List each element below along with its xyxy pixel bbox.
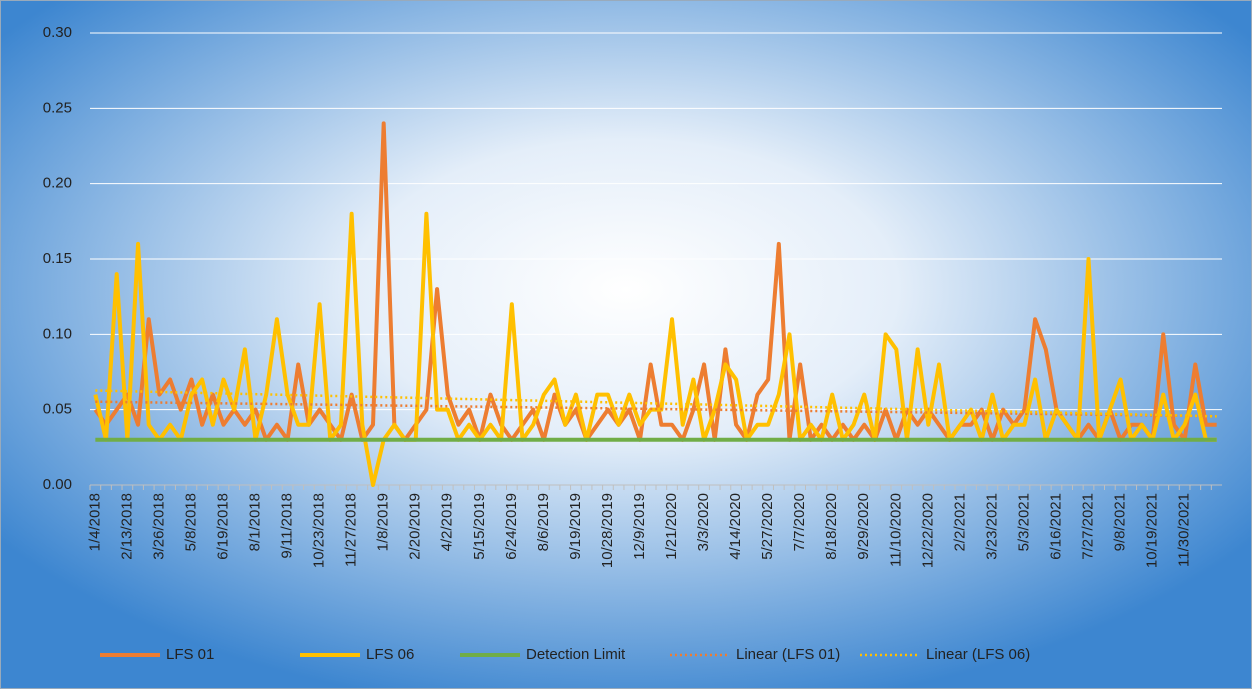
x-tick-label: 1/4/2018 xyxy=(86,493,103,551)
x-tick-label: 8/1/2018 xyxy=(246,493,263,551)
x-tick-label: 3/3/2020 xyxy=(695,493,712,551)
x-tick-label: 3/23/2021 xyxy=(983,493,1000,560)
legend-label: Linear (LFS 01) xyxy=(736,646,840,663)
x-tick-label: 12/9/2019 xyxy=(631,493,648,560)
x-tick-label: 12/22/2020 xyxy=(919,493,936,568)
y-tick-label: 0.00 xyxy=(43,476,72,493)
legend-label: LFS 06 xyxy=(366,646,414,663)
x-tick-label: 5/15/2019 xyxy=(471,493,488,560)
x-tick-label: 11/30/2021 xyxy=(1176,493,1193,567)
x-tick-label: 6/24/2019 xyxy=(503,493,520,560)
y-tick-label: 0.20 xyxy=(43,175,72,192)
x-tick-label: 4/2/2019 xyxy=(439,493,456,551)
x-tick-label: 7/7/2020 xyxy=(791,493,808,551)
x-tick-label: 9/8/2021 xyxy=(1112,493,1129,551)
x-tick-label: 6/16/2021 xyxy=(1047,493,1064,560)
legend-label: LFS 01 xyxy=(166,646,214,663)
x-tick-label: 10/19/2021 xyxy=(1144,493,1161,568)
x-tick-label: 2/2/2021 xyxy=(951,493,968,551)
x-tick-label: 1/8/2019 xyxy=(375,493,392,551)
x-tick-label: 2/20/2019 xyxy=(407,493,424,560)
y-tick-label: 0.10 xyxy=(43,325,72,342)
legend-label: Detection Limit xyxy=(526,646,626,663)
x-tick-label: 5/8/2018 xyxy=(182,493,199,551)
x-tick-label: 2/13/2018 xyxy=(118,493,135,560)
y-tick-label: 0.05 xyxy=(43,401,72,418)
x-tick-label: 9/29/2020 xyxy=(855,493,872,560)
x-tick-label: 9/19/2019 xyxy=(567,493,584,560)
x-tick-label: 1/21/2020 xyxy=(663,493,680,560)
y-tick-label: 0.25 xyxy=(43,99,72,116)
y-tick-label: 0.30 xyxy=(43,24,72,41)
trendline xyxy=(95,389,1217,418)
legend-label: Linear (LFS 06) xyxy=(926,646,1030,663)
x-tick-label: 9/11/2018 xyxy=(279,493,296,559)
x-tick-label: 11/27/2018 xyxy=(343,493,360,567)
x-tick-label: 6/19/2018 xyxy=(214,493,231,560)
x-tick-label: 11/10/2020 xyxy=(887,493,904,567)
y-tick-label: 0.15 xyxy=(43,250,72,267)
x-tick-label: 5/27/2020 xyxy=(759,493,776,560)
x-tick-label: 3/26/2018 xyxy=(150,493,167,560)
trendline xyxy=(95,400,1217,418)
x-tick-label: 4/14/2020 xyxy=(727,493,744,560)
x-tick-label: 10/28/2019 xyxy=(599,493,616,568)
x-tick-label: 8/6/2019 xyxy=(535,493,552,551)
series-line xyxy=(93,121,1217,442)
x-tick-label: 10/23/2018 xyxy=(311,493,328,568)
x-tick-label: 5/3/2021 xyxy=(1015,493,1032,551)
x-tick-label: 7/27/2021 xyxy=(1079,493,1096,560)
x-tick-label: 8/18/2020 xyxy=(823,493,840,560)
